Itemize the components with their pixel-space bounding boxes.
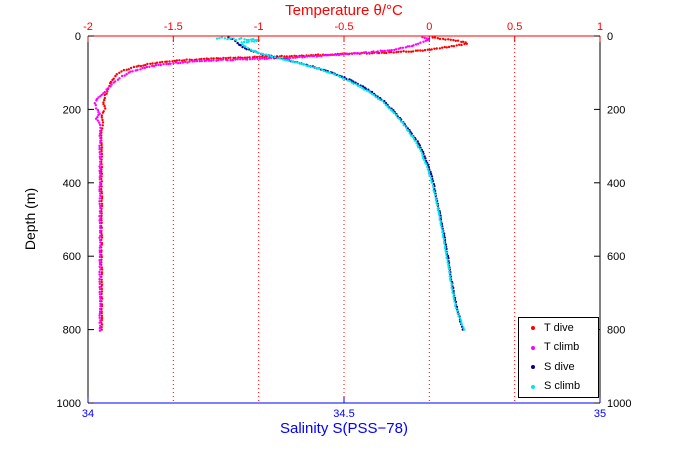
svg-text:200: 200 (63, 104, 81, 116)
svg-text:1000: 1000 (607, 398, 631, 410)
svg-text:600: 600 (607, 251, 625, 263)
svg-text:0: 0 (426, 21, 432, 33)
svg-text:35: 35 (594, 408, 606, 420)
legend-label-t-climb: T climb (544, 341, 580, 353)
t-dive-marker-icon (531, 326, 535, 330)
legend-item-s-dive: S dive (519, 358, 598, 377)
series-t-climb (93, 36, 431, 332)
svg-text:600: 600 (63, 251, 81, 263)
legend-label-t-dive: T dive (544, 321, 574, 334)
gridlines (172, 36, 516, 403)
legend-item-t-dive: T dive (519, 319, 598, 338)
svg-text:800: 800 (607, 325, 625, 337)
s-dive-marker-icon (531, 365, 535, 369)
svg-text:0: 0 (607, 31, 613, 43)
ticks-and-labels: -2 -1.5 -1 -0.5 0 0.5 1 34 34.5 35 0 0 200 200 400 400 6… (57, 21, 632, 420)
left-axis-title: Depth (m) (22, 187, 38, 251)
legend-item-t-climb: T climb (519, 338, 598, 357)
series-s-climb (215, 36, 466, 331)
svg-text:-2: -2 (83, 21, 93, 33)
svg-text:-1.5: -1.5 (164, 21, 183, 33)
series-s-dive (227, 36, 464, 331)
s-climb-marker-icon (531, 384, 535, 389)
svg-text:34: 34 (82, 408, 94, 420)
series-t-dive (100, 36, 468, 331)
legend-label-s-dive: S dive (544, 360, 575, 373)
svg-text:400: 400 (63, 178, 81, 190)
svg-text:-0.5: -0.5 (335, 21, 354, 33)
legend-item-s-climb: S climb (519, 377, 598, 396)
svg-text:0.5: 0.5 (507, 21, 522, 33)
svg-text:400: 400 (607, 178, 625, 190)
top-axis-title: Temperature θ/°C (285, 2, 403, 19)
svg-text:800: 800 (63, 325, 81, 337)
svg-text:-1: -1 (254, 21, 264, 33)
series-group (93, 36, 468, 332)
svg-text:0: 0 (75, 31, 81, 43)
svg-text:200: 200 (607, 104, 625, 116)
legend: T dive T climb S dive S climb (518, 317, 599, 398)
svg-text:1: 1 (597, 21, 603, 33)
bottom-axis-title: Salinity S(PSS−78) (280, 420, 408, 437)
svg-text:1000: 1000 (57, 398, 81, 410)
t-climb-marker-icon (531, 345, 535, 350)
svg-text:34.5: 34.5 (333, 408, 354, 420)
legend-label-s-climb: S climb (544, 380, 581, 392)
